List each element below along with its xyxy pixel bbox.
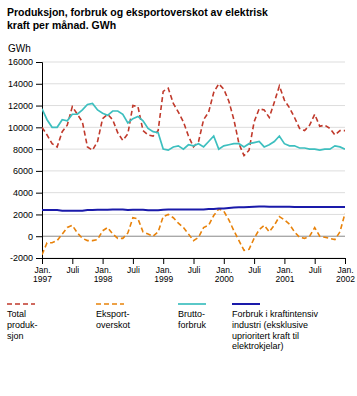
tick: Juli bbox=[248, 258, 261, 275]
y-axis: -2000 0 2000 4000 6000 8000 10000 12000 14000 160… bbox=[8, 57, 43, 263]
tick-mark bbox=[254, 258, 255, 264]
tick-label: Juli bbox=[248, 265, 261, 275]
grid bbox=[42, 62, 345, 258]
tick-mark bbox=[36, 214, 42, 215]
tick-mark bbox=[36, 236, 42, 237]
tick: 8000 bbox=[13, 144, 42, 154]
tick-mark bbox=[36, 62, 42, 63]
grid-line bbox=[42, 214, 345, 215]
legend: Totalproduk-sjon Eksport-overskot Brutto-f… bbox=[7, 304, 319, 351]
tick: Jan.1998 bbox=[94, 258, 113, 284]
tick-label: 6000 bbox=[13, 166, 33, 176]
tick: 16000 bbox=[8, 57, 42, 67]
tick: Juli bbox=[188, 258, 201, 275]
tick: Jan.2001 bbox=[275, 258, 294, 284]
legend-label: Forbruk i kraftintensivindustri (eksklus… bbox=[232, 309, 319, 351]
tick-label: Jan.2000 bbox=[215, 265, 234, 284]
tick: Juli bbox=[127, 258, 140, 275]
tick-label: Jan.1997 bbox=[33, 265, 52, 284]
legend-swatch bbox=[232, 303, 260, 305]
tick-mark bbox=[36, 171, 42, 172]
tick-mark bbox=[163, 258, 164, 264]
tick-mark bbox=[133, 258, 134, 264]
tick-label: 0 bbox=[28, 232, 33, 242]
tick: 2000 bbox=[13, 210, 42, 220]
legend-swatch bbox=[96, 303, 124, 305]
tick-label: 12000 bbox=[8, 101, 33, 111]
tick-mark bbox=[36, 84, 42, 85]
tick-label: -2000 bbox=[10, 253, 33, 263]
tick: 4000 bbox=[13, 188, 42, 198]
grid-line bbox=[42, 62, 345, 63]
series-line bbox=[42, 84, 345, 156]
tick-label: 16000 bbox=[8, 57, 33, 67]
y-axis-line bbox=[36, 63, 43, 259]
legend-label: Eksport-overskot bbox=[96, 309, 131, 330]
grid-line bbox=[42, 170, 345, 171]
tick: 10000 bbox=[8, 123, 42, 133]
tick: 0 bbox=[28, 232, 42, 242]
tick-label: Juli bbox=[127, 265, 140, 275]
tick: Jan.1999 bbox=[154, 258, 173, 284]
tick-label: Jan.2001 bbox=[275, 265, 294, 284]
tick-mark bbox=[345, 258, 346, 264]
legend-label: Totalproduk-sjon bbox=[7, 309, 38, 341]
tick-label: Juli bbox=[188, 265, 201, 275]
tick-mark bbox=[224, 258, 225, 264]
grid-line bbox=[42, 83, 345, 84]
tick-label: Juli bbox=[309, 265, 322, 275]
tick: Juli bbox=[66, 258, 79, 275]
tick-label: 14000 bbox=[8, 79, 33, 89]
tick: Juli bbox=[309, 258, 322, 275]
tick-mark bbox=[36, 106, 42, 107]
tick: 6000 bbox=[13, 166, 42, 176]
tick-mark bbox=[36, 258, 42, 259]
tick-label: 10000 bbox=[8, 123, 33, 133]
legend-label: Brutto-forbruk bbox=[178, 309, 207, 330]
legend-swatch bbox=[178, 303, 206, 305]
chart: Produksjon, forbruk og eksportoverskot a… bbox=[0, 0, 357, 396]
tick-label: 4000 bbox=[13, 188, 33, 198]
tick-label: Jan.2002 bbox=[336, 265, 355, 284]
tick-mark bbox=[103, 258, 104, 264]
plot: -2000 0 2000 4000 6000 8000 10000 12000 14000 160… bbox=[8, 57, 355, 284]
tick-mark bbox=[36, 149, 42, 150]
y-axis-label: GWh bbox=[8, 43, 31, 54]
tick-label: Jan.1998 bbox=[94, 265, 113, 284]
tick-label: Juli bbox=[66, 265, 79, 275]
tick-label: 2000 bbox=[13, 210, 33, 220]
tick: Jan.1997 bbox=[33, 258, 52, 284]
legend-swatch bbox=[7, 303, 35, 305]
tick: Jan.2000 bbox=[215, 258, 234, 284]
legend-item: Eksport-overskot bbox=[96, 304, 131, 330]
series-line bbox=[42, 103, 345, 150]
tick: Jan.2002 bbox=[336, 258, 355, 284]
series-line bbox=[42, 207, 345, 211]
tick: 14000 bbox=[8, 79, 42, 89]
legend-item: Forbruk i kraftintensivindustri (eksklus… bbox=[232, 304, 319, 351]
grid-line bbox=[42, 192, 345, 193]
tick-mark bbox=[36, 127, 42, 128]
tick-mark bbox=[194, 258, 195, 264]
tick-mark bbox=[315, 258, 316, 264]
tick: 12000 bbox=[8, 101, 42, 111]
title: Produksjon, forbruk og eksportoverskot a… bbox=[7, 6, 268, 31]
tick-label: 8000 bbox=[13, 144, 33, 154]
x-axis-line bbox=[43, 259, 346, 265]
x-axis: Jan.1997 Juli Jan.1998 Juli Jan.1999 Juli Jan.… bbox=[33, 258, 355, 284]
tick-mark bbox=[284, 258, 285, 264]
series-line bbox=[42, 209, 345, 255]
tick-mark bbox=[42, 258, 43, 264]
tick: -2000 bbox=[10, 253, 42, 263]
legend-item: Totalproduk-sjon bbox=[7, 304, 38, 341]
tick-mark bbox=[36, 193, 42, 194]
tick-label: Jan.1999 bbox=[154, 265, 173, 284]
legend-item: Brutto-forbruk bbox=[178, 304, 207, 330]
tick-mark bbox=[72, 258, 73, 264]
series-group bbox=[42, 84, 345, 255]
